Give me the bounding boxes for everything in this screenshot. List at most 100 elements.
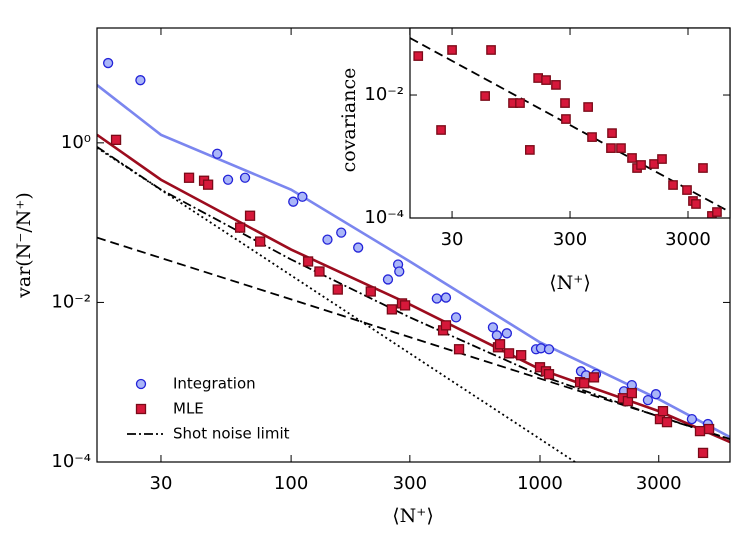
data-point [302, 256, 314, 267]
y-tick-label: 10⁻⁴ [364, 207, 404, 228]
data-point [480, 91, 490, 101]
data-point [607, 128, 617, 138]
data-point [657, 405, 669, 417]
data-point [102, 57, 114, 69]
data-point [202, 179, 214, 190]
x-tick-label: 300 [553, 229, 587, 250]
x-axis-label: ⟨N⁺⟩ [549, 272, 590, 294]
data-point [491, 330, 503, 341]
data-point [297, 191, 308, 202]
data-point [561, 114, 571, 124]
data-point [543, 344, 555, 355]
y-tick-label: 10⁻² [364, 84, 404, 105]
data-point [322, 234, 333, 245]
data-point [447, 45, 457, 55]
data-point [694, 425, 706, 437]
y-tick-label: 10⁻² [51, 291, 91, 312]
data-point [255, 236, 266, 247]
data-point [431, 293, 442, 304]
data-point [626, 387, 637, 399]
data-point [606, 143, 616, 153]
data-point [642, 394, 654, 406]
data-point [365, 286, 376, 297]
fit-line [97, 84, 730, 439]
data-point [110, 134, 122, 146]
data-point [627, 153, 637, 163]
y-tick-label: 10⁻⁴ [51, 451, 91, 472]
x-tick-label: 300 [393, 473, 427, 494]
data-point [682, 185, 692, 195]
data-point [453, 344, 465, 355]
data-point [413, 51, 424, 61]
data-point [440, 320, 452, 331]
legend-marker [135, 403, 147, 415]
data-point [288, 196, 299, 207]
data-point [336, 227, 347, 238]
chart-panel: 30 100 300 1000 3000 10⁰ 10⁻² 10⁻⁴ ⟨N⁺⟩ var(N⁻/N⁺… [13, 27, 731, 527]
data-point [183, 172, 195, 183]
data-point [244, 210, 256, 221]
data-point [501, 328, 513, 339]
data-point [636, 160, 646, 170]
legend-label: Integration [173, 375, 256, 393]
x-axis-label: ⟨N⁺⟩ [392, 505, 433, 527]
data-point [712, 207, 722, 217]
fit-line [410, 37, 730, 213]
data-point [314, 266, 325, 277]
data-point [234, 222, 246, 233]
chart-panel: 30 300 3000 10⁻² 10⁻⁴ ⟨N⁺⟩ covariance [338, 27, 731, 294]
data-point [494, 339, 506, 350]
data-point [515, 350, 527, 361]
data-point [578, 378, 590, 389]
data-point [698, 163, 708, 173]
data-point [533, 73, 543, 83]
y-axis-label: covariance [338, 68, 360, 173]
data-point [691, 199, 701, 209]
x-tick-label: 3000 [665, 229, 711, 250]
y-axis-label: var(N⁻/N⁺) [13, 192, 35, 299]
data-point [650, 389, 662, 400]
legend: Integration MLE Shot noise limit [127, 375, 290, 443]
data-point [661, 416, 673, 428]
x-tick-label: 30 [441, 229, 464, 250]
data-point [135, 75, 146, 86]
x-tick-label: 3000 [636, 473, 682, 494]
data-point [382, 274, 394, 285]
plot-area [97, 57, 730, 462]
plot-area [410, 37, 730, 218]
data-point [541, 75, 551, 85]
data-point [353, 242, 364, 253]
data-point [587, 132, 597, 142]
x-tick-label: 100 [274, 473, 308, 494]
data-point [543, 369, 555, 380]
data-point [560, 98, 570, 108]
data-point [616, 143, 626, 153]
data-point [239, 172, 251, 183]
data-point [686, 413, 698, 425]
data-point [525, 145, 535, 155]
data-point [487, 322, 499, 333]
data-point [394, 266, 405, 277]
plot-frame [409, 27, 731, 219]
data-point [657, 154, 667, 164]
data-point [486, 45, 496, 55]
data-point [588, 372, 600, 383]
data-point [386, 304, 398, 315]
data-point [450, 312, 462, 323]
data-point [583, 102, 593, 112]
fit-line [97, 147, 576, 462]
x-tick-label: 30 [150, 473, 173, 494]
x-tick-label: 1000 [517, 473, 563, 494]
data-point [668, 180, 678, 190]
data-point [515, 98, 525, 108]
data-point [399, 300, 411, 311]
legend-marker [135, 378, 147, 390]
data-point [222, 174, 234, 185]
y-tick-label: 10⁰ [61, 132, 91, 153]
data-point [697, 447, 709, 459]
data-point [503, 348, 515, 359]
data-point [649, 159, 659, 169]
data-point [440, 292, 452, 303]
data-point [212, 148, 223, 159]
